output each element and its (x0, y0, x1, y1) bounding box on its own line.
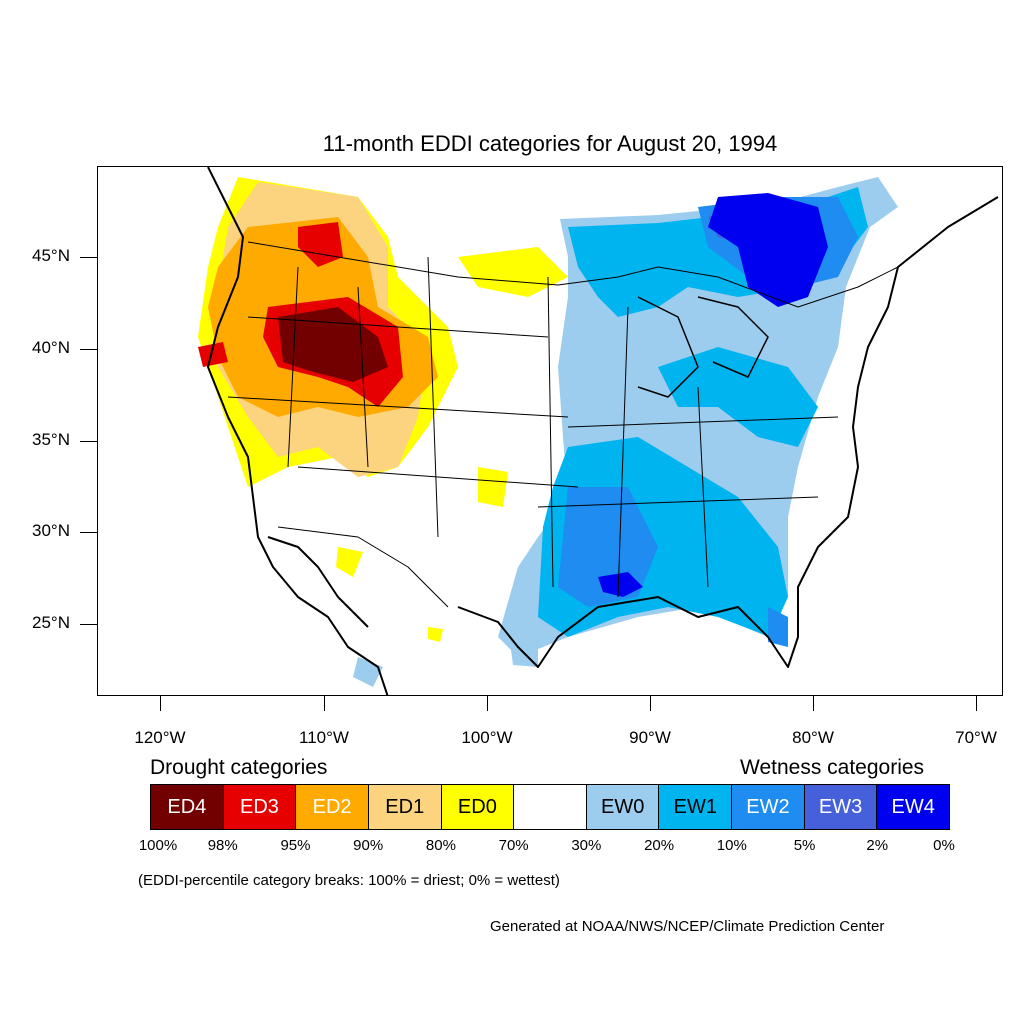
percent-label: 95% (280, 837, 311, 854)
category-fill-layer (198, 177, 898, 687)
lat-tick (80, 532, 97, 533)
lake-huron-outline (697, 296, 769, 378)
lat-label: 30°N (32, 521, 70, 540)
lon-tick (813, 696, 814, 711)
percent-label: 100% (138, 837, 178, 854)
dry-ed0-gulf (428, 627, 443, 642)
state-boundary (287, 266, 299, 468)
state-boundary (547, 276, 554, 588)
dry-ed3-nevada (198, 342, 228, 367)
wet-ew1-ohio (658, 347, 818, 447)
lon-label: 100°W (461, 728, 513, 747)
baja-coastline (267, 536, 369, 628)
great-lakes-outline (637, 296, 699, 398)
state-boundary (247, 316, 549, 338)
credit-line: Generated at NOAA/NWS/NCEP/Climate Predi… (490, 918, 885, 935)
percent-label: 5% (793, 837, 816, 854)
state-boundary (427, 256, 439, 538)
percent-label: 30% (571, 837, 602, 854)
eddi-map (198, 167, 999, 695)
lon-label: 80°W (792, 728, 834, 747)
drought-heading: Drought categories (150, 756, 328, 779)
percent-label: 2% (866, 837, 889, 854)
state-boundary (567, 416, 839, 428)
us-mexico-border (277, 526, 449, 608)
lon-tick (324, 696, 325, 711)
lat-tick (80, 349, 97, 350)
legend-cell: ED0 (441, 785, 515, 829)
map-frame (97, 166, 1003, 696)
legend-cell: EW4 (877, 785, 950, 829)
lat-label: 45°N (32, 246, 70, 265)
legend-colorbar: ED4 ED3 ED2 ED1 ED0 EW0 EW1 EW2 EW3 EW4 (150, 784, 950, 830)
wet-ew2-florida (768, 607, 788, 647)
lon-tick (650, 696, 651, 711)
state-boundary (617, 306, 629, 598)
lon-tick (160, 696, 161, 711)
legend-cell: EW1 (659, 785, 733, 829)
lat-label: 40°N (32, 338, 70, 357)
state-boundary (227, 396, 569, 418)
dry-ed0-dakota (458, 247, 568, 297)
percent-label: 80% (425, 837, 456, 854)
lon-label: 70°W (955, 728, 997, 747)
wet-ew0-texas (508, 627, 538, 667)
wet-ew4-south (598, 572, 643, 597)
state-boundary (357, 286, 369, 468)
us-canada-border (247, 241, 899, 308)
state-boundary (697, 386, 709, 588)
west-coastline (207, 167, 389, 695)
lat-label: 35°N (32, 430, 70, 449)
lon-tick (487, 696, 488, 711)
lat-tick (80, 624, 97, 625)
state-boundary (297, 466, 579, 488)
map-title: 11-month EDDI categories for August 20, … (322, 131, 778, 156)
lon-label: 110°W (299, 728, 349, 747)
lon-label: 120°W (134, 728, 186, 747)
category-note: (EDDI-percentile category breaks: 100% =… (138, 872, 560, 889)
boundary-layer (207, 167, 999, 695)
dry-ed0-mexico (336, 547, 363, 577)
percent-label: 98% (207, 837, 238, 854)
legend-cell: EW3 (804, 785, 878, 829)
legend-cell: ED1 (368, 785, 442, 829)
percent-label: 10% (716, 837, 747, 854)
lon-tick (976, 696, 977, 711)
lat-label: 25°N (32, 613, 70, 632)
percent-label: 70% (498, 837, 529, 854)
lon-label: 90°W (629, 728, 671, 747)
percent-label: 20% (644, 837, 675, 854)
lat-tick (80, 257, 97, 258)
wet-ew4-north (708, 193, 828, 307)
percent-label: 0% (933, 837, 955, 854)
east-coastline (457, 196, 999, 668)
lat-tick (80, 441, 97, 442)
legend-cell: EW2 (732, 785, 805, 829)
legend-cell: EW0 (586, 785, 660, 829)
state-boundary (537, 496, 819, 508)
percent-label: 90% (353, 837, 384, 854)
dry-ed0-texas (478, 467, 508, 507)
legend-cell: ED4 (151, 785, 224, 829)
wetness-heading: Wetness categories (740, 756, 925, 779)
legend-cell: ED3 (223, 785, 297, 829)
legend-cell (514, 785, 587, 829)
legend-cell: ED2 (296, 785, 369, 829)
